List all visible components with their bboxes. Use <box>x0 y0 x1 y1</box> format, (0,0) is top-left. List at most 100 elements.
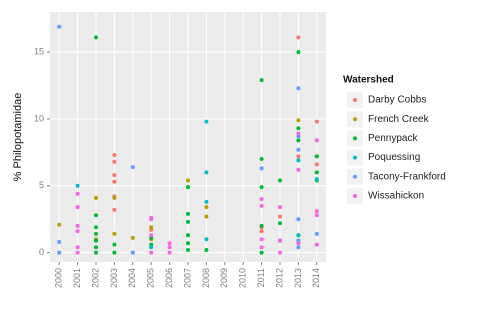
x-tick-label: 2011 <box>256 268 266 287</box>
legend-marker <box>353 117 357 122</box>
point <box>112 153 117 158</box>
point <box>186 247 190 252</box>
point <box>296 217 301 222</box>
point <box>278 238 282 243</box>
x-tick-label: 2002 <box>90 268 100 288</box>
point <box>167 245 172 250</box>
point <box>112 173 117 178</box>
point <box>57 250 62 255</box>
x-tick-label: 2003 <box>109 268 119 288</box>
point <box>57 239 62 244</box>
point <box>149 250 154 255</box>
x-tick-label: 2013 <box>293 268 303 288</box>
point <box>204 237 209 242</box>
point <box>296 50 301 55</box>
point <box>314 170 319 175</box>
point <box>296 86 301 91</box>
point <box>186 178 190 183</box>
point <box>259 250 264 255</box>
point <box>57 222 62 227</box>
legend-marker <box>353 174 357 179</box>
point <box>259 197 264 202</box>
point <box>112 242 117 247</box>
point <box>75 229 80 234</box>
x-tick-label: 2010 <box>238 268 248 288</box>
point <box>94 213 98 218</box>
point <box>296 154 301 159</box>
legend-label: Wissahickon <box>368 191 424 202</box>
point <box>296 138 301 143</box>
point <box>296 233 301 238</box>
point <box>314 154 319 159</box>
point <box>149 225 154 230</box>
point <box>259 245 264 250</box>
point <box>259 78 264 83</box>
point <box>314 213 319 218</box>
point <box>94 238 98 243</box>
y-tick-label: 0 <box>39 247 44 257</box>
point <box>149 245 154 250</box>
point <box>314 177 319 182</box>
point <box>259 203 264 208</box>
x-tick-label: 2001 <box>72 268 82 288</box>
legend-title: Watershed <box>343 75 394 86</box>
point <box>296 35 301 40</box>
point <box>112 179 117 184</box>
point <box>296 126 301 131</box>
legend-label: Pennypack <box>368 133 418 144</box>
point <box>186 211 190 216</box>
point <box>296 158 301 163</box>
legend-label: Darby Cobbs <box>368 95 426 106</box>
legend-marker <box>353 98 357 102</box>
point <box>186 219 190 224</box>
point <box>112 195 117 200</box>
point <box>259 229 264 234</box>
legend-marker <box>353 155 357 160</box>
point <box>75 191 80 196</box>
legend-marker <box>353 194 357 198</box>
point <box>314 209 319 214</box>
point <box>57 24 62 29</box>
y-tick-label: 10 <box>34 113 44 123</box>
point <box>204 199 209 204</box>
point <box>186 241 190 246</box>
point <box>75 223 80 228</box>
legend-marker <box>353 136 357 141</box>
point <box>204 205 209 210</box>
y-axis-label: % Philopotamidae <box>12 93 24 182</box>
point <box>259 237 264 242</box>
point <box>75 250 80 255</box>
point <box>296 167 301 172</box>
point <box>167 250 172 255</box>
point <box>130 235 135 240</box>
point <box>204 119 209 124</box>
x-tick-label: 2008 <box>201 268 211 288</box>
point <box>278 250 282 255</box>
point <box>75 205 80 210</box>
point <box>75 245 80 250</box>
point <box>149 217 154 222</box>
point <box>112 250 117 255</box>
point <box>186 185 190 190</box>
point <box>112 159 117 164</box>
point <box>314 162 319 167</box>
point <box>112 207 117 212</box>
x-tick-label: 2009 <box>219 268 229 288</box>
point <box>259 157 264 162</box>
point <box>204 247 209 252</box>
x-tick-label: 2012 <box>274 268 284 288</box>
point <box>130 165 135 170</box>
point <box>296 241 301 246</box>
point <box>278 214 282 219</box>
x-tick-label: 2006 <box>164 268 174 288</box>
point <box>314 119 319 124</box>
point <box>75 183 80 188</box>
y-tick-label: 15 <box>34 46 44 56</box>
x-tick-label: 2004 <box>127 268 137 288</box>
point <box>204 214 209 219</box>
point <box>149 233 154 238</box>
legend-label: Poquessing <box>368 152 420 163</box>
point <box>278 221 282 226</box>
legend-label: French Creek <box>368 114 430 125</box>
